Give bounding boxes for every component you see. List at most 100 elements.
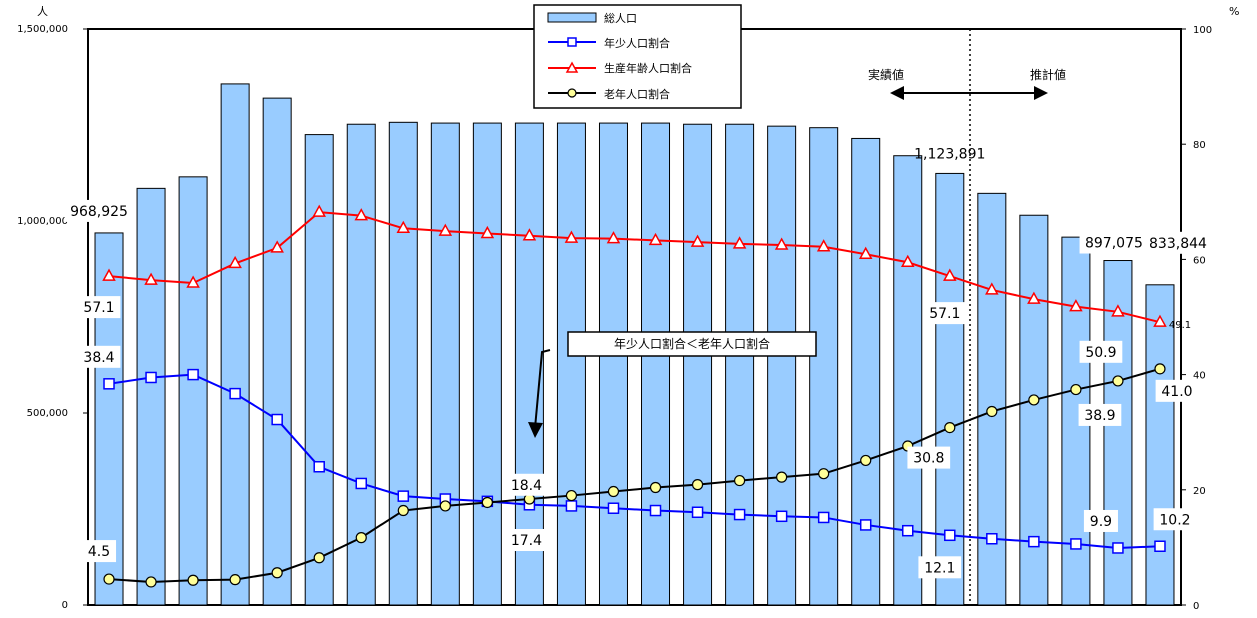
marker-working bbox=[985, 282, 999, 295]
data-label-bg bbox=[1083, 509, 1118, 532]
bar-total-population bbox=[893, 155, 923, 606]
bar-total-population bbox=[388, 121, 418, 606]
marker-working bbox=[900, 254, 915, 268]
data-label: 30.8 bbox=[913, 451, 944, 467]
marker-youth bbox=[1070, 538, 1082, 550]
marker-elderly bbox=[649, 481, 662, 494]
marker-elderly bbox=[397, 504, 409, 517]
data-label-bg bbox=[77, 296, 121, 319]
data-label: 833,844 bbox=[1149, 236, 1207, 252]
marker-working bbox=[312, 204, 326, 217]
bar-total-population bbox=[220, 83, 250, 606]
marker-working bbox=[564, 230, 579, 243]
legend-label-youth: 年少人口割合 bbox=[604, 36, 670, 50]
marker-working bbox=[438, 223, 453, 236]
right-axis-ticks: 0 20 40 60 80 100 bbox=[1181, 25, 1212, 612]
marker-youth bbox=[1154, 540, 1166, 552]
marker-youth bbox=[565, 500, 578, 512]
marker-youth bbox=[817, 511, 830, 524]
marker-youth bbox=[944, 529, 956, 542]
data-label-bg bbox=[1153, 508, 1197, 531]
data-label: 38.9 bbox=[1084, 408, 1115, 424]
marker-working bbox=[1027, 291, 1041, 304]
legend: 総人口 年少人口割合 生産年齢人口割合 老年人口割合 bbox=[533, 4, 742, 109]
marker-elderly bbox=[860, 454, 872, 467]
marker-youth bbox=[607, 502, 620, 514]
data-label: 57.1 bbox=[83, 300, 114, 316]
marker-youth bbox=[691, 506, 704, 519]
marker-working bbox=[943, 268, 957, 281]
bar-total-population bbox=[346, 123, 376, 606]
bar-total-population bbox=[725, 123, 755, 606]
marker-elderly bbox=[607, 485, 620, 498]
marker-youth bbox=[145, 371, 157, 384]
marker-working bbox=[228, 255, 242, 269]
marker-working bbox=[480, 225, 495, 239]
marker-elderly bbox=[1154, 363, 1166, 375]
data-label-bg bbox=[505, 473, 548, 496]
bar-total-population bbox=[514, 122, 544, 606]
marker-youth bbox=[733, 508, 746, 521]
right-axis-unit: % bbox=[1229, 5, 1239, 18]
marker-elderly bbox=[187, 574, 199, 586]
marker-elderly bbox=[481, 496, 493, 509]
data-label: 17.4 bbox=[511, 533, 542, 549]
bar-total-population bbox=[262, 97, 292, 606]
data-label: 1,123,891 bbox=[914, 146, 985, 162]
crossover-note-text: 年少人口割合＜老年人口割合 bbox=[614, 336, 770, 351]
marker-working bbox=[354, 208, 369, 221]
data-label-bg bbox=[1143, 231, 1213, 254]
marker-elderly bbox=[944, 421, 956, 434]
marker-youth bbox=[775, 510, 788, 523]
marker-working bbox=[396, 220, 411, 234]
bar-total-population bbox=[598, 122, 628, 606]
bar-total-population bbox=[136, 187, 166, 606]
marker-youth bbox=[229, 387, 241, 400]
marker-elderly bbox=[313, 552, 325, 564]
marker-youth bbox=[313, 461, 325, 473]
data-label: 50.9 bbox=[1085, 345, 1116, 361]
right-tick-label: 0 bbox=[1193, 601, 1199, 612]
legend-label-total: 総人口 bbox=[604, 11, 637, 25]
right-tick-label: 40 bbox=[1193, 371, 1206, 382]
marker-elderly bbox=[818, 468, 830, 480]
data-label: 38.4 bbox=[83, 350, 114, 366]
marker-youth bbox=[902, 524, 914, 537]
marker-working bbox=[816, 239, 831, 252]
marker-elderly bbox=[355, 532, 367, 544]
legend-label-working: 生産年齢人口割合 bbox=[604, 61, 692, 75]
line-youth bbox=[108, 373, 1161, 549]
plot-frame bbox=[87, 28, 1182, 606]
marker-elderly bbox=[1112, 375, 1124, 387]
data-label: 4.5 bbox=[88, 544, 110, 560]
marker-elderly bbox=[986, 405, 998, 418]
data-label: 57.1 bbox=[929, 306, 960, 322]
bar-total-population bbox=[178, 176, 208, 606]
bar-total-population bbox=[683, 123, 713, 606]
marker-elderly bbox=[733, 474, 746, 487]
actual-label: 実績値 bbox=[868, 67, 904, 82]
data-label-bg bbox=[1079, 340, 1123, 363]
marker-elderly bbox=[271, 567, 283, 579]
marker-working bbox=[606, 231, 621, 244]
projection-label: 推計値 bbox=[1030, 67, 1066, 82]
marker-working bbox=[1153, 314, 1167, 327]
marker-youth bbox=[859, 519, 872, 531]
marker-working bbox=[774, 237, 789, 250]
marker-working bbox=[1069, 299, 1083, 312]
right-tick-label: 20 bbox=[1193, 486, 1206, 497]
left-tick-label: 1,000,000 bbox=[17, 216, 68, 227]
marker-elderly bbox=[776, 471, 788, 483]
marker-working bbox=[270, 240, 284, 253]
data-label: 12.1 bbox=[924, 560, 955, 576]
bar-total-population bbox=[556, 122, 586, 606]
marker-youth bbox=[397, 490, 410, 502]
data-label-bg bbox=[1078, 403, 1122, 426]
marker-youth bbox=[271, 413, 283, 426]
data-label-bg bbox=[81, 540, 117, 563]
right-tick-label: 60 bbox=[1193, 255, 1206, 266]
marker-working bbox=[690, 234, 705, 247]
marker-working bbox=[858, 246, 873, 259]
data-label: 49.1 bbox=[1169, 320, 1191, 331]
